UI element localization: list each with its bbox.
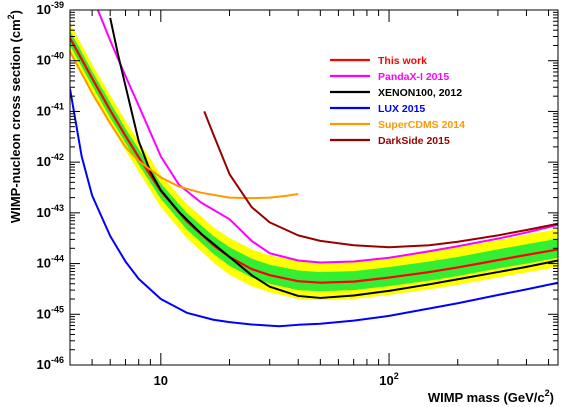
legend-label-4: SuperCDMS 2014 <box>378 119 465 131</box>
legend-label-0: This work <box>378 55 427 67</box>
x-tick-label: 102 <box>379 371 398 388</box>
lines-layer <box>70 10 558 328</box>
plot-frame <box>69 9 559 366</box>
y-tick-label: 10-46 <box>37 355 64 372</box>
x-tick-label: 10 <box>154 373 168 388</box>
legend-label-1: PandaX-I 2015 <box>378 71 449 83</box>
y-tick-label: 10-39 <box>37 0 64 17</box>
series-line-3 <box>70 88 558 328</box>
series-line-5 <box>203 111 558 249</box>
y-tick-label: 10-45 <box>37 304 64 321</box>
y-tick-label: 10-42 <box>37 152 64 169</box>
plot-frame-rect <box>69 9 559 366</box>
tick-labels: 10-46 10-45 10-44 10-43 10-42 10-41 10-40 10-39… <box>37 0 399 388</box>
y-tick-label: 10-44 <box>37 254 64 271</box>
series-line-1 <box>96 10 558 264</box>
series-line-2 <box>109 17 558 299</box>
legend: This work PandaX-I 2015 XENON100, 2012 LUX … <box>330 55 465 147</box>
legend-label-3: LUX 2015 <box>378 103 425 115</box>
y-tick-label: 10-40 <box>37 51 64 68</box>
x-axis-title: WIMP mass (GeV/c2) <box>428 388 554 405</box>
series-line-0 <box>70 37 558 284</box>
y-tick-label: 10-41 <box>37 101 64 118</box>
legend-label-2: XENON100, 2012 <box>378 87 462 99</box>
axis-ticks <box>69 9 558 366</box>
y-tick-label: 10-43 <box>37 203 64 220</box>
y-axis-title: WIMP-nucleon cross section (cm2) <box>6 10 23 223</box>
series-line-4 <box>70 51 299 200</box>
legend-label-5: DarkSide 2015 <box>378 135 450 147</box>
